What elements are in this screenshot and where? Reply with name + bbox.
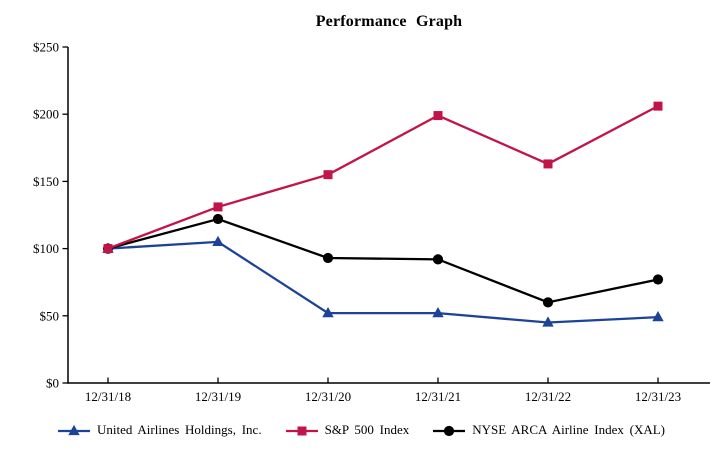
legend-marker-glyph: [444, 425, 455, 436]
series-line-square: [107, 105, 659, 250]
data-point-triangle: [212, 235, 224, 246]
legend-marker-triangle-icon: [58, 424, 90, 435]
data-point-triangle: [432, 307, 444, 318]
legend-item: NYSE ARCA Airline Index (XAL): [433, 422, 665, 438]
x-axis-tick-label: 12/31/21: [415, 389, 461, 404]
data-point-triangle: [322, 307, 334, 318]
data-point-triangle: [542, 316, 554, 327]
x-axis-tick-label: 12/31/22: [525, 389, 571, 404]
data-point-circle: [542, 297, 554, 308]
data-point-circle: [432, 254, 444, 265]
legend-label: S&P 500 Index: [324, 422, 410, 437]
y-axis-tick-label: $0: [46, 376, 59, 391]
y-axis-tick-label: $150: [33, 174, 59, 189]
y-axis-tick-label: $100: [33, 241, 59, 256]
data-point-square: [103, 244, 113, 254]
axes-lines: [67, 47, 710, 384]
line-chart-plot-area: $0 $50 $100 $150 $200 $250 12/31/18 12/31/19 12/…: [33, 40, 710, 404]
legend-marker-circle-icon: [433, 425, 466, 436]
chart-title: Performance Graph: [315, 13, 463, 30]
legend-label: NYSE ARCA Airline Index (XAL): [472, 422, 665, 437]
data-point-triangle: [652, 311, 664, 322]
legend-item: United Airlines Holdings, Inc.: [58, 422, 262, 438]
data-point-square: [433, 111, 443, 121]
legend-marker-square-icon: [285, 426, 318, 435]
x-axis-tick-label: 12/31/20: [305, 389, 351, 404]
legend-item: S&P 500 Index: [285, 422, 410, 438]
y-axis-tick-label: $250: [33, 40, 59, 55]
legend-marker-glyph: [297, 426, 307, 435]
data-point-square: [213, 202, 223, 212]
data-point-circle: [212, 213, 224, 225]
legend-label: United Airlines Holdings, Inc.: [97, 422, 262, 437]
data-point-square: [323, 170, 333, 180]
series-line-triangle: [107, 240, 659, 324]
x-axis-tick-label: 12/31/18: [85, 389, 131, 404]
y-axis-tick-label: $200: [33, 107, 59, 122]
legend-marker-glyph: [68, 424, 80, 435]
data-point-circle: [322, 252, 334, 264]
data-point-square: [653, 101, 663, 111]
series-line-circle: [107, 217, 659, 304]
x-axis-tick-label: 12/31/23: [635, 389, 681, 404]
y-axis-tick-label: $50: [40, 308, 60, 323]
data-point-circle: [652, 274, 664, 285]
data-point-square: [543, 159, 553, 169]
x-axis-tick-label: 12/31/19: [195, 389, 241, 404]
chart-legend: United Airlines Holdings, Inc. S&P 500 In…: [0, 419, 723, 441]
